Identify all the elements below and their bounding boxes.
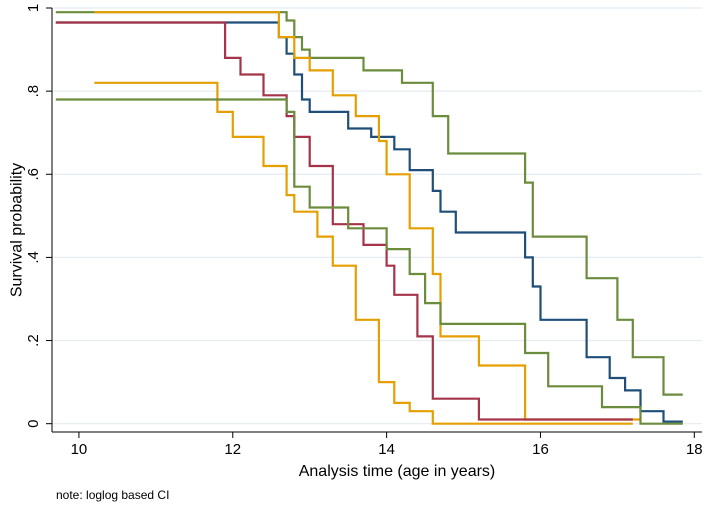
y-tick-label-3: .6 xyxy=(25,168,42,181)
y-ticks: 0 .2 .4 .6 .8 1 xyxy=(25,4,52,428)
series-group1-lower-ci xyxy=(55,98,683,425)
x-tick-label-0: 10 xyxy=(71,441,88,458)
y-axis-title: Survival probability xyxy=(9,163,26,297)
y-tick-label-1: .2 xyxy=(25,334,42,347)
x-tick-label-2: 14 xyxy=(378,441,395,458)
y-tick-label-0: 0 xyxy=(25,420,42,428)
chart-note: note: loglog based CI xyxy=(56,488,169,502)
y-tick-label-2: .4 xyxy=(25,251,42,264)
x-tick-label-1: 12 xyxy=(224,441,241,458)
x-tick-label-4: 18 xyxy=(686,441,703,458)
x-ticks: 10 12 14 16 18 xyxy=(71,432,703,458)
series-group1-estimate xyxy=(55,21,683,423)
y-tick-label-5: 1 xyxy=(25,4,42,12)
series-group2-estimate xyxy=(55,21,633,421)
x-tick-label-3: 16 xyxy=(532,441,549,458)
x-axis-title: Analysis time (age in years) xyxy=(299,463,496,480)
axes xyxy=(51,8,702,433)
y-tick-label-4: .8 xyxy=(25,85,42,98)
series-group2-lower-ci xyxy=(94,81,633,425)
series-layer xyxy=(55,11,683,425)
series-group2-upper-ci xyxy=(94,11,641,421)
